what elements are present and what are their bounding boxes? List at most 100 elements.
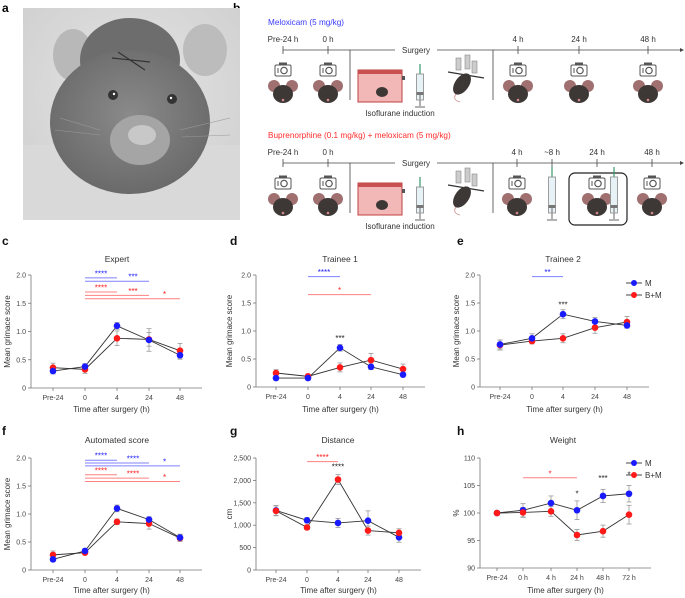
legend-marker-m — [631, 280, 637, 286]
camera-icon — [274, 62, 292, 77]
y-tick-label: 2,500 — [233, 456, 251, 463]
chart-e: e Trainee 2 0 0.5 1.0 1.5 2.0 Pre-24 0 4 24 48 Time … — [452, 234, 662, 414]
stereotaxic-frame-icon — [447, 167, 485, 216]
significance-label: *** — [128, 273, 137, 282]
camera-icon — [643, 175, 661, 190]
camera-lens — [594, 179, 602, 188]
data-point-bm — [367, 356, 375, 364]
camera-body — [570, 64, 588, 77]
x-tick-label: 48 — [623, 394, 631, 401]
y-tick-label: 2.0 — [465, 273, 475, 280]
x-tick-label: 24 — [591, 394, 599, 401]
data-point-m — [573, 506, 581, 514]
camera-top — [575, 62, 583, 65]
syringe-icon — [609, 167, 619, 221]
camera-lens — [514, 179, 522, 188]
y-tick-label: 0.5 — [16, 357, 26, 364]
point-significance-label: * — [575, 490, 578, 499]
frame-arm — [455, 57, 462, 71]
x-tick-label: 24 — [364, 577, 372, 584]
mouse-head-icon — [503, 80, 533, 103]
mouse-face — [507, 198, 527, 216]
legend-marker-m — [631, 460, 637, 466]
mouse-face — [642, 198, 662, 216]
x-tick-label: 48 — [176, 577, 184, 584]
significance-label: **** — [127, 470, 139, 479]
y-tick-label: 0 — [22, 568, 26, 575]
x-tick-label: 4 — [338, 394, 342, 401]
frame-arm — [464, 167, 471, 183]
x-tick-label: 4 h — [546, 575, 556, 582]
frame-arm — [455, 170, 462, 184]
data-point-m — [176, 534, 184, 541]
y-tick-label: 1.5 — [16, 484, 26, 491]
data-point-m — [272, 374, 280, 382]
mouse-face — [508, 85, 528, 103]
mouse-nose — [281, 211, 285, 215]
chamber-box — [357, 182, 403, 216]
significance-label: **** — [95, 452, 107, 461]
data-point-bm — [113, 334, 121, 342]
data-point-bm — [625, 511, 633, 518]
data-point-m — [304, 374, 312, 382]
y-tick-label: 500 — [239, 545, 251, 552]
y-axis-label: % — [452, 509, 461, 516]
chamber-mouse — [376, 87, 388, 97]
y-tick-label: 0 — [471, 385, 475, 392]
mouse-nose — [516, 98, 520, 102]
timeline-arrow — [680, 48, 684, 52]
data-point-m — [49, 367, 57, 375]
mouse-head-icon — [313, 193, 343, 216]
y-tick-label: 0 — [247, 385, 251, 392]
y-tick-label: 2,000 — [233, 478, 251, 485]
x-tick-label: 4 — [115, 395, 119, 402]
chart-title: Automated score — [85, 435, 150, 445]
data-point-bm — [334, 476, 342, 483]
data-point-m — [145, 516, 153, 523]
timepoint-label: 24 h — [589, 148, 605, 157]
x-axis-label: Time after surgery (h) — [527, 586, 604, 595]
data-point-m — [496, 341, 504, 348]
camera-icon — [509, 62, 527, 77]
camera-lens — [325, 66, 333, 75]
chamber-port — [402, 76, 405, 80]
camera-body — [643, 177, 661, 190]
y-axis-label: cm — [225, 508, 234, 519]
camera-lens — [280, 66, 288, 75]
x-tick-label: 48 h — [596, 575, 610, 582]
significance-label: * — [338, 286, 341, 295]
chamber-lid — [358, 183, 402, 187]
camera-top — [513, 175, 521, 178]
x-axis-label: Time after surgery (h) — [300, 586, 377, 595]
frame-arm — [464, 54, 471, 70]
mouse-nose — [515, 211, 519, 215]
x-tick-label: 0 — [305, 577, 309, 584]
timepoint-label: 24 h — [571, 35, 587, 44]
x-axis-label: Time after surgery (h) — [73, 405, 150, 414]
chart-d: d Trainee 1 0 0.5 1.0 1.5 2.0 Pre-24 0 4 24 48 Time … — [225, 234, 425, 414]
mouse-face — [318, 85, 338, 103]
y-axis-label: Mean grimace score — [452, 294, 461, 367]
data-point-bm — [599, 527, 607, 535]
panel-label-h: h — [457, 424, 464, 438]
frame-arm — [471, 173, 478, 187]
camera-body — [508, 177, 526, 190]
y-tick-label: 0.5 — [241, 357, 251, 364]
x-tick-label: 48 — [395, 577, 403, 584]
chamber-lid — [358, 70, 402, 74]
data-point-bm — [399, 365, 407, 373]
x-tick-label: Pre-24 — [42, 395, 63, 402]
camera-top — [324, 62, 332, 65]
timepoint-label: Pre-24 h — [268, 148, 299, 157]
y-axis-label: Mean grimace score — [3, 295, 12, 368]
data-point-bm — [519, 509, 527, 516]
camera-lens — [325, 179, 333, 188]
significance-label: **** — [95, 269, 107, 278]
charts: c Expert 0 0.5 1.0 1.5 2.0 Pre-24 0 4 24 48 Time aft… — [2, 234, 662, 595]
x-axis-label: Time after surgery (h) — [73, 586, 150, 595]
mouse-head-icon — [502, 193, 532, 216]
data-point-m — [528, 334, 536, 342]
data-point-m — [113, 322, 121, 330]
stereotaxic-frame-icon — [447, 54, 485, 103]
point-significance-label: **** — [332, 463, 344, 472]
